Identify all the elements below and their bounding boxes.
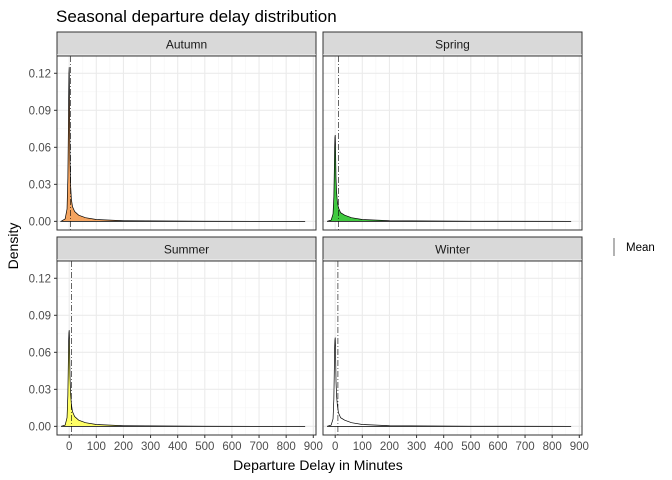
y-tick-label: 0.03 (29, 384, 51, 396)
x-axis-title: Departure Delay in Minutes (233, 457, 403, 473)
y-tick-label: 0.00 (29, 216, 51, 228)
chart-title: Seasonal departure delay distribution (56, 7, 337, 26)
y-tick-label: 0.06 (29, 347, 51, 359)
panel-spring: Spring (322, 31, 583, 231)
x-tick-label: 500 (195, 441, 214, 453)
panel-border (322, 260, 583, 436)
y-tick-label: 0.12 (29, 273, 51, 285)
x-tick-label: 700 (249, 441, 268, 453)
facet-panels: Autumn 0.00 0.03 0.06 0.09 0.12 Spring Summer 0.… (29, 31, 589, 453)
strip-label-spring: Spring (435, 38, 470, 52)
density-area-spring (326, 134, 572, 222)
legend-mean-label: Mean (626, 242, 655, 254)
strip-label-autumn: Autumn (166, 38, 207, 52)
x-tick-label: 500 (461, 441, 480, 453)
panel-border (56, 55, 317, 231)
x-tick-label: 100 (353, 441, 372, 453)
x-tick-label: 800 (277, 441, 296, 453)
x-tick-label: 200 (380, 441, 399, 453)
panel-summer: Summer 0.00 0.03 0.06 0.09 0.12 0 100 200 300 400 5… (29, 236, 323, 453)
density-area-winter (326, 337, 572, 427)
x-tick-label: 700 (515, 441, 534, 453)
strip-label-summer: Summer (164, 243, 209, 257)
y-tick-label: 0.00 (29, 421, 51, 433)
y-tick-label: 0.09 (29, 105, 51, 117)
x-tick-label: 600 (488, 441, 507, 453)
x-tick-label: 900 (570, 441, 589, 453)
x-tick-label: 400 (434, 441, 453, 453)
y-axis-title: Density (5, 223, 21, 270)
x-tick-label: 0 (66, 441, 72, 453)
legend: Mean (613, 238, 655, 256)
y-tick-label: 0.06 (29, 142, 51, 154)
density-area-summer (60, 330, 306, 427)
panel-winter: Winter 0 100 200 300 400 500 600 700 800 900 (322, 236, 589, 453)
x-tick-label: 0 (332, 441, 338, 453)
x-tick-label: 400 (168, 441, 187, 453)
x-tick-label: 900 (304, 441, 323, 453)
x-tick-label: 800 (543, 441, 562, 453)
strip-summer (56, 236, 317, 262)
y-tick-label: 0.09 (29, 310, 51, 322)
strip-label-winter: Winter (435, 243, 470, 257)
strip-autumn (56, 31, 317, 57)
x-tick-label: 100 (87, 441, 106, 453)
panel-autumn: Autumn 0.00 0.03 0.06 0.09 0.12 (29, 31, 317, 231)
x-tick-label: 300 (141, 441, 160, 453)
strip-spring (322, 31, 583, 57)
x-tick-label: 200 (114, 441, 133, 453)
strip-winter (322, 236, 583, 262)
y-tick-label: 0.12 (29, 68, 51, 80)
panel-border (322, 55, 583, 231)
panel-border (56, 260, 317, 436)
y-tick-label: 0.03 (29, 179, 51, 191)
x-tick-label: 300 (407, 441, 426, 453)
x-tick-label: 600 (222, 441, 241, 453)
